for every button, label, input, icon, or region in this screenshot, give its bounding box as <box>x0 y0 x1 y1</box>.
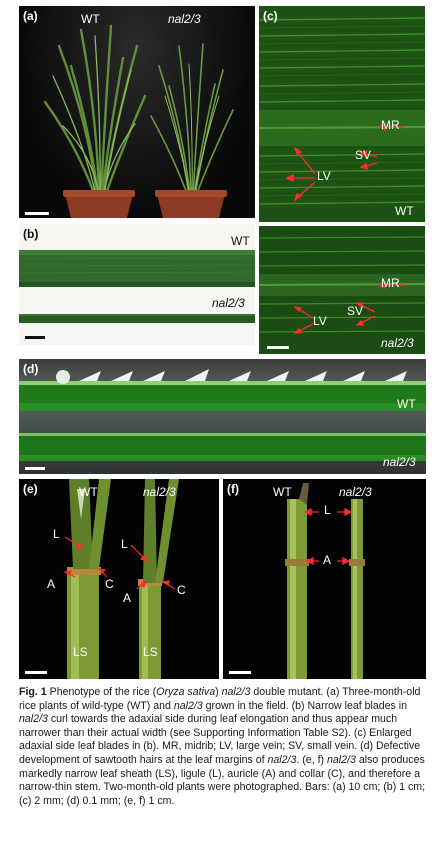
caption-segment: also produces markedly narrow leaf sheat… <box>19 753 426 807</box>
panel-c-top-mr-label: MR <box>381 118 400 132</box>
wt-leaf-blade <box>19 250 255 287</box>
panel-f-auricle-label: A <box>323 553 332 567</box>
panel-c-bottom-lv-label: LV <box>313 314 327 328</box>
panel-f-mutant-label: nal2/3 <box>339 485 372 499</box>
panel-f-label: (f) <box>227 482 239 496</box>
panel-f-wt-label: WT <box>273 485 292 499</box>
panel-a-label: (a) <box>23 9 38 23</box>
caption-text: Phenotype of the rice (Oryza sativa) nal… <box>19 686 425 807</box>
mutant-plant-leaves <box>150 43 234 197</box>
panel-b-mutant-label: nal2/3 <box>212 296 245 310</box>
panel-a-scale-bar <box>25 212 49 215</box>
panel-b-leaf-blades-photo: (b) WT nal2/3 <box>19 224 255 345</box>
panel-c-label: (c) <box>263 9 278 23</box>
panel-e-ligule-left-label: L <box>53 527 60 541</box>
panel-c-top-arrows <box>285 122 405 202</box>
panel-d-label: (d) <box>23 362 39 376</box>
stem-illustration <box>285 483 365 679</box>
wt-plant-leaves <box>43 24 147 198</box>
caption-segment: double mutant. (a) Three-month-old rice … <box>19 686 421 712</box>
panel-c-top-sv-label: SV <box>355 148 372 162</box>
leaf-blades-illustration <box>19 250 255 323</box>
sawtooth-hairs <box>79 369 407 381</box>
panel-a-rice-plants-photo: (a) WT nal2/3 <box>19 6 255 218</box>
caption-segment: nal2/3 <box>19 713 48 726</box>
panel-c-bottom-mr-label: MR <box>381 276 400 290</box>
panel-c-bottom-arrows <box>293 280 405 334</box>
panel-f-arrows <box>303 508 353 565</box>
leaf-margin-illustration <box>19 369 426 461</box>
panel-e-wt-label: WT <box>79 485 98 499</box>
panel-e-sheath-right-label: LS <box>143 645 158 659</box>
caption-segment: nal2/3 <box>327 753 356 766</box>
caption-segment: nal2/3 <box>173 699 203 712</box>
caption-segment: . (e, f) <box>296 753 327 766</box>
panel-d-leaf-margin-photo: (d) WT nal2/3 <box>19 359 426 474</box>
panel-d-scale-bar <box>25 467 45 470</box>
caption-segment: Phenotype of the rice ( <box>49 686 157 698</box>
panel-f-scale-bar <box>229 671 251 674</box>
panel-f-stem-photo: (f) WT nal2/3 L A <box>223 479 426 679</box>
panel-a-mutant-label: nal2/3 <box>168 12 201 26</box>
wt-collar <box>67 567 101 575</box>
panel-c-adaxial-leaf-photo: (c) <box>259 6 425 354</box>
panel-c-scale-bar <box>267 346 289 349</box>
panel-e-sheath-left-label: LS <box>73 645 88 659</box>
panel-e-label: (e) <box>23 482 38 496</box>
panel-e-auricle-left-label: A <box>47 577 56 591</box>
panel-d-wt-label: WT <box>397 397 416 411</box>
caption-segment: curl towards the adaxial side during lea… <box>19 713 421 766</box>
panel-b-wt-label: WT <box>231 234 250 248</box>
panel-e-collar-right-label: C <box>177 583 186 597</box>
rice-plants-illustration <box>43 24 234 218</box>
panel-c-top-genotype-label: WT <box>395 204 414 218</box>
panel-b-label: (b) <box>23 227 39 241</box>
adaxial-leaf-illustration <box>259 6 425 354</box>
panel-e-collar-left-label: C <box>105 577 114 591</box>
panel-e-scale-bar <box>25 671 47 674</box>
wt-pot <box>65 194 133 218</box>
panel-c-bottom-genotype-label: nal2/3 <box>381 336 414 350</box>
caption-segment: Oryza sativa <box>156 686 216 698</box>
panel-e-ligule-right-label: L <box>121 537 128 551</box>
panel-b-scale-bar <box>25 336 45 339</box>
caption-segment: grown in the field. (b) Narrow leaf blad… <box>202 699 408 712</box>
panel-e-leaf-sheath-photo: (e) WT nal2/3 L L A C A C LS LS <box>19 479 219 679</box>
caption-segment: nal2/3 <box>267 753 297 766</box>
caption-segment: ) <box>215 686 222 698</box>
leaf-sheath-illustration <box>63 479 179 679</box>
panel-e-mutant-label: nal2/3 <box>143 485 176 499</box>
panel-c-bottom-sv-label: SV <box>347 304 364 318</box>
mutant-pot <box>157 194 225 218</box>
figure-caption: Fig. 1 Phenotype of the rice (Oryza sati… <box>19 686 429 808</box>
panel-a-wt-label: WT <box>81 12 100 26</box>
panel-c-top-lv-label: LV <box>317 169 331 183</box>
caption-segment: nal2/3 <box>221 686 251 698</box>
panel-e-arrows <box>63 536 176 590</box>
panel-e-auricle-right-label: A <box>123 591 132 605</box>
panel-f-ligule-label: L <box>324 503 331 517</box>
panel-d-mutant-label: nal2/3 <box>383 455 416 469</box>
mutant-leaf-blade <box>19 314 255 323</box>
figure-number: Fig. 1 <box>19 686 47 698</box>
